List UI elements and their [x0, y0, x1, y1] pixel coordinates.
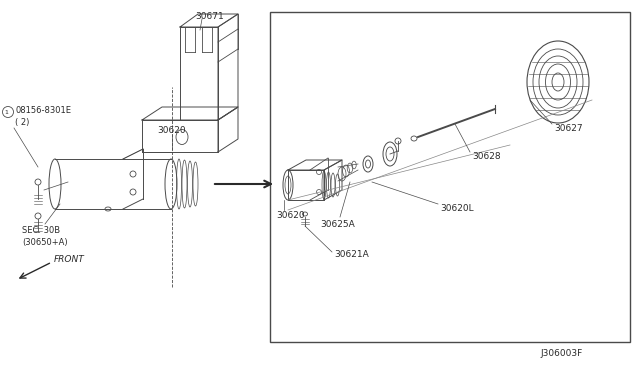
Text: 30620: 30620 — [157, 125, 186, 135]
Text: SEC. 30B: SEC. 30B — [22, 225, 60, 234]
Text: ( 2): ( 2) — [15, 118, 29, 126]
Text: FRONT: FRONT — [54, 256, 84, 264]
Text: 08156-8301E: 08156-8301E — [15, 106, 71, 115]
Text: J306003F: J306003F — [540, 350, 582, 359]
Text: 30620: 30620 — [276, 211, 305, 219]
Text: 30627: 30627 — [554, 124, 582, 132]
Text: 30625A: 30625A — [320, 219, 355, 228]
Bar — [270, 12, 630, 342]
Text: 1: 1 — [4, 109, 8, 115]
Text: 30628: 30628 — [472, 151, 500, 160]
Text: 30671: 30671 — [195, 12, 224, 20]
Text: 30620L: 30620L — [440, 203, 474, 212]
Text: (30650+A): (30650+A) — [22, 237, 68, 247]
Text: 30621A: 30621A — [334, 250, 369, 259]
